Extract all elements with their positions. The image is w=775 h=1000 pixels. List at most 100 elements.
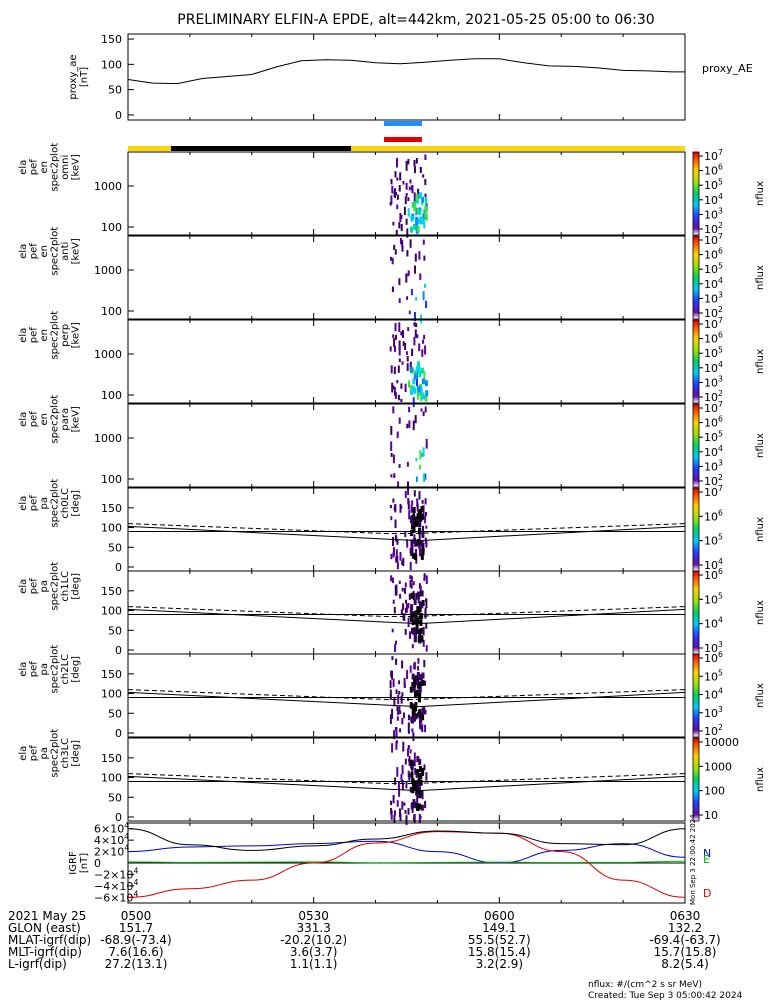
spectrogram-pixel <box>409 547 413 554</box>
spectrogram-pixel <box>391 628 394 633</box>
colorbar <box>692 653 700 738</box>
spectrogram-pixel <box>394 323 397 332</box>
spectrogram-pixel <box>418 209 421 215</box>
spectrogram-pixel <box>419 546 421 557</box>
colorbar-tick-label: 104 <box>704 687 723 702</box>
spectrogram-pixel <box>417 788 421 795</box>
spectrogram-pixel <box>390 178 393 185</box>
spectrogram-pixel <box>420 218 424 225</box>
colorbar-tick-label: 105 <box>704 533 723 548</box>
spectrogram-pixel <box>414 370 418 377</box>
axis-title-line: ela <box>18 496 29 511</box>
spectrogram-pixel <box>395 741 398 750</box>
spectrogram-pixel <box>412 397 415 408</box>
spectrogram-pixel <box>404 383 407 392</box>
spectrogram-pixel <box>420 711 424 718</box>
spectrogram-pixel <box>418 709 422 716</box>
axis-title-line: anti <box>60 242 71 261</box>
orbit-markers <box>128 121 685 151</box>
spectrogram-pixel <box>392 599 395 604</box>
spectrogram-pixel <box>418 371 422 378</box>
igrf-series-line <box>127 860 686 864</box>
spectrogram-pixel <box>396 706 399 711</box>
ephemeris-row-label: GLON (east) <box>8 921 81 935</box>
time-axis-tick-label: 0600 <box>484 909 515 923</box>
spectrogram-pixel <box>409 608 413 615</box>
spectrogram-pixel <box>393 387 396 396</box>
ephemeris-value: 15.8(15.4) <box>468 945 531 959</box>
spectrogram-pixel <box>407 158 410 165</box>
spectrogram-pixel <box>407 481 409 491</box>
spectrogram-pixel <box>418 687 422 693</box>
spectrogram-pixel <box>414 702 418 709</box>
y-tick-label: 100 <box>101 389 122 402</box>
spectrogram-pixel <box>425 772 428 781</box>
spectrogram-pixel <box>424 680 426 686</box>
chart-title: PRELIMINARY ELFIN-A EPDE, alt=442km, 202… <box>177 12 654 28</box>
spectrogram-pixel <box>418 713 421 720</box>
spectrogram-panel: 0 50 100 150 ela pef pa spec2plot ch1LC [deg] 103 1… <box>18 562 766 657</box>
colorbar-tick-label: 105 <box>704 668 723 683</box>
colorbar-label: nflux <box>755 683 766 708</box>
axis-title-line: pef <box>29 411 40 428</box>
spectrogram-pixel <box>401 717 404 725</box>
spectrogram-pixel <box>415 158 418 164</box>
spectrogram-pixel <box>396 380 399 384</box>
spectrogram-pixel <box>425 390 429 397</box>
spectrogram-pixel <box>409 384 412 392</box>
spectrogram-pixel <box>413 373 417 380</box>
colorbar-tick-label: 103 <box>704 640 723 655</box>
spectrogram-pixel <box>410 523 414 530</box>
loss-cone-solid-line <box>127 608 686 625</box>
spectrogram-pixel <box>415 476 418 482</box>
spectrogram-pixel <box>390 256 393 261</box>
axis-title-line: ela <box>18 579 29 594</box>
colorbar <box>692 737 700 822</box>
spectrogram-pixel <box>418 521 422 528</box>
spectrogram-pixel <box>410 592 414 599</box>
spectrogram-pixel <box>399 503 402 513</box>
y-tick-label: 0 <box>115 109 122 122</box>
spectrogram-pixel <box>399 710 402 715</box>
spectrogram-pixel <box>417 711 420 718</box>
spectrogram-pixel <box>400 383 403 389</box>
axis-title-line: ela <box>18 160 29 175</box>
spectrogram-pixel <box>416 672 420 678</box>
spectrogram-pixel <box>390 365 393 374</box>
spectrogram-pixel <box>425 598 428 609</box>
spectrogram-pixel <box>389 504 392 509</box>
spectrogram-pixel <box>417 658 420 664</box>
spectrogram-panel: 0 50 100 150 ela pef pa spec2plot ch2LC [deg] 102 1… <box>18 645 766 742</box>
spectrogram-pixel <box>408 773 411 781</box>
spectrogram-pixel <box>416 756 420 763</box>
spectrogram-pixel <box>417 366 421 373</box>
spectrogram-pixel <box>413 336 416 346</box>
spectrogram-pixel <box>413 159 416 167</box>
axis-title-line: pef <box>29 327 40 344</box>
spectrogram-pixel <box>414 312 416 322</box>
spectrogram-pixel <box>425 438 428 449</box>
colorbar <box>692 235 700 320</box>
spectrogram-pixel <box>407 617 410 628</box>
axis-title-line: spec2plot <box>50 143 61 192</box>
colorbar-tick-label: 103 <box>704 705 723 720</box>
colorbar-tick-label: 102 <box>704 473 723 488</box>
spectrogram-pixel <box>409 366 413 373</box>
spectrogram-pixel <box>404 809 407 814</box>
spectrogram-pixel <box>410 575 413 583</box>
spectrogram-pixel <box>410 226 413 233</box>
time-axis-tick-label: 0500 <box>121 909 152 923</box>
colorbar-label: nflux <box>755 265 766 290</box>
y-tick-label: 50 <box>108 791 122 804</box>
spectrogram-pixel <box>418 803 422 810</box>
spectrogram-pixel <box>425 575 428 584</box>
spectrogram-pixel <box>421 513 425 520</box>
colorbar <box>692 403 700 488</box>
spectrogram-pixel <box>419 515 423 522</box>
y-tick-label: 1000 <box>94 264 122 277</box>
spectrogram-pixel <box>403 613 406 621</box>
colorbar-tick-label: 100 <box>704 785 725 798</box>
spectrogram-pixel <box>418 251 421 260</box>
spectrogram-pixel <box>415 783 419 790</box>
